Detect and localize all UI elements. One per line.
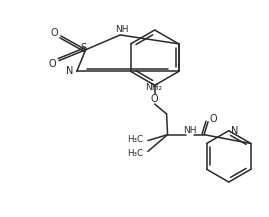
- Text: O: O: [209, 114, 217, 124]
- Text: N: N: [66, 66, 73, 76]
- Text: NH: NH: [115, 25, 129, 34]
- Text: O: O: [151, 94, 158, 104]
- Text: O: O: [48, 59, 56, 69]
- Text: H₃C: H₃C: [127, 135, 143, 144]
- Text: O: O: [50, 28, 58, 38]
- Text: NH: NH: [183, 126, 197, 135]
- Text: N: N: [231, 126, 238, 136]
- Text: S: S: [81, 43, 87, 53]
- Text: H₃C: H₃C: [127, 149, 143, 158]
- Text: NH₂: NH₂: [146, 83, 162, 92]
